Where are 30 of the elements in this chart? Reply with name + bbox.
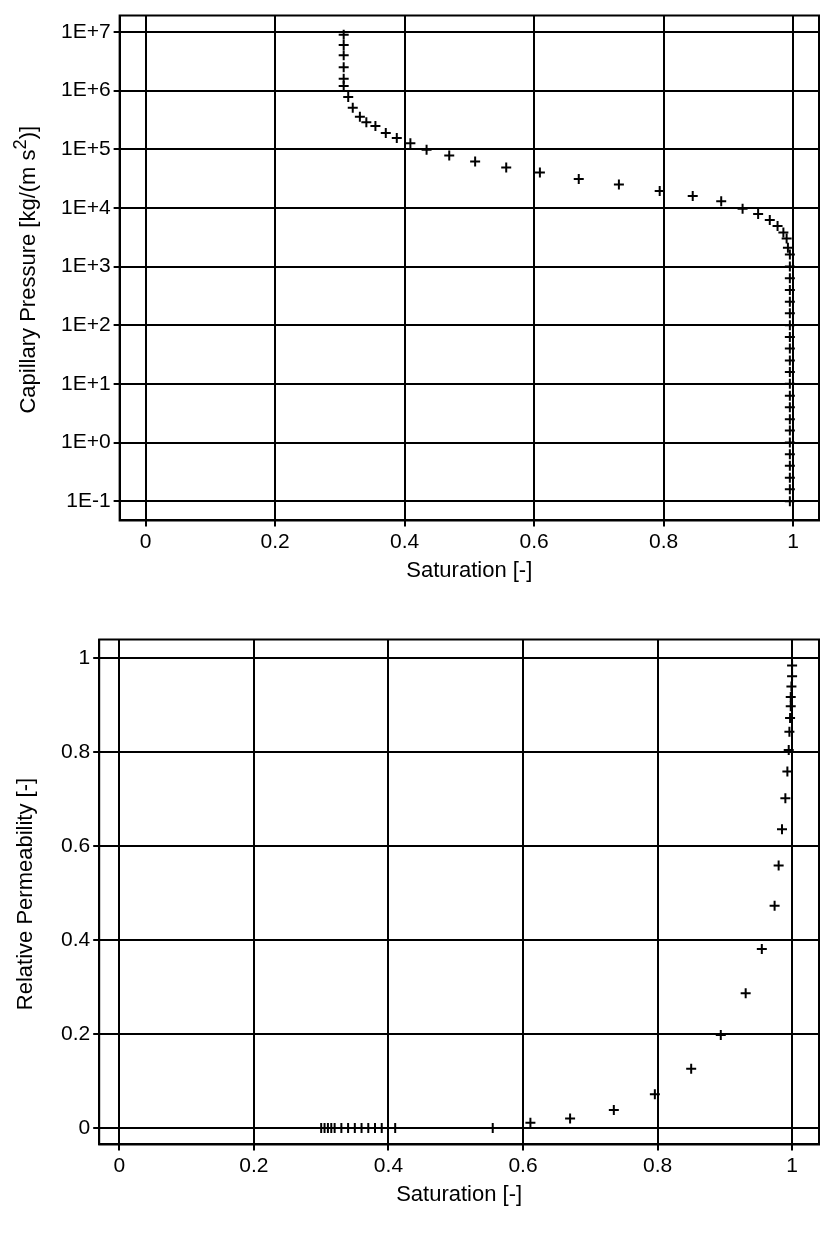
y-tick-label: 0.4	[60, 926, 91, 950]
y-tick-label: 0	[78, 1114, 91, 1138]
y-axis-title: Relative Permeability [-]	[12, 777, 38, 1011]
x-tick-label: 0	[139, 528, 152, 552]
x-tick-label: 0.4	[389, 528, 420, 552]
y-tick-label: 1E+3	[60, 253, 111, 277]
y-tick-label: 1E+7	[60, 18, 111, 42]
x-axis-title: Saturation [-]	[406, 556, 533, 582]
y-tick-label: 1E+4	[60, 194, 111, 218]
y-tick-label: 1E+2	[60, 312, 111, 336]
x-tick-label: 0.6	[519, 528, 549, 552]
y-tick-label: 1E+1	[60, 370, 111, 394]
y-tick-label: 0.6	[60, 833, 91, 857]
y-tick-label: 1	[78, 645, 91, 669]
x-axis-title: Saturation [-]	[396, 1180, 523, 1206]
y-tick-label: 1E+0	[60, 429, 111, 453]
y-tick-label: 1E-1	[66, 487, 111, 511]
x-tick-label: 0.4	[373, 1152, 404, 1176]
y-tick-label: 0.2	[60, 1020, 91, 1044]
x-tick-label: 0.2	[260, 528, 290, 552]
y-tick-label: 0.8	[60, 739, 91, 763]
x-tick-label: 0	[113, 1152, 126, 1176]
x-tick-label: 0.8	[642, 1152, 673, 1176]
x-tick-label: 0.6	[508, 1152, 538, 1176]
x-tick-label: 1	[787, 528, 799, 552]
x-tick-label: 1	[786, 1152, 798, 1176]
y-tick-label: 1E+6	[60, 77, 111, 101]
y-tick-label: 1E+5	[60, 136, 111, 160]
x-tick-label: 0.8	[648, 528, 679, 552]
x-tick-label: 0.2	[239, 1152, 269, 1176]
